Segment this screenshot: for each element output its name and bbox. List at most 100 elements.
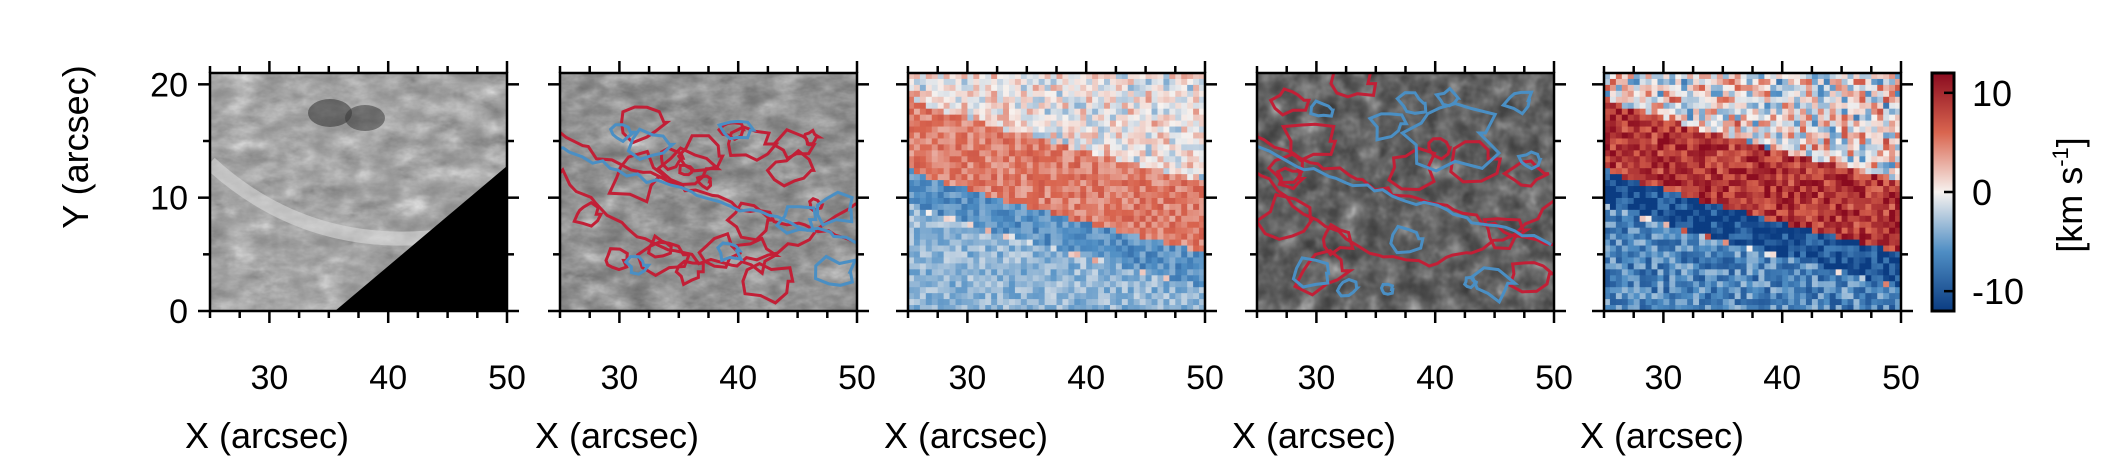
velocity-pixel: [1663, 239, 1670, 247]
velocity-pixel: [1794, 144, 1801, 151]
velocity-pixel: [1782, 84, 1789, 92]
velocity-pixel: [1032, 209, 1040, 217]
velocity-pixel: [919, 162, 927, 169]
velocity-pixel: [1003, 257, 1010, 264]
velocity-pixel: [1020, 239, 1028, 247]
velocity-pixel: [1151, 209, 1158, 217]
velocity-pixel: [1609, 275, 1617, 282]
velocity-pixel: [1693, 78, 1700, 86]
velocity-pixel: [1163, 120, 1170, 128]
velocity-pixel: [1764, 251, 1771, 258]
velocity-pixel: [1663, 174, 1670, 181]
velocity-pixel: [1794, 186, 1801, 193]
velocity-pixel: [1092, 90, 1099, 98]
velocity-pixel: [908, 108, 915, 116]
velocity-pixel: [1086, 138, 1093, 145]
velocity-pixel: [1014, 126, 1022, 133]
velocity-pixel: [949, 275, 957, 282]
velocity-pixel: [1609, 299, 1617, 306]
velocity-pixel: [1169, 150, 1176, 157]
velocity-pixel: [1687, 251, 1694, 258]
red-contour-arc: [560, 167, 857, 268]
velocity-pixel: [1817, 168, 1825, 175]
velocity-pixel: [1847, 144, 1854, 151]
velocity-pixel: [973, 251, 980, 258]
velocity-pixel: [1817, 233, 1825, 241]
x-tick-label: 50: [838, 359, 876, 397]
velocity-pixel: [1032, 293, 1040, 300]
velocity-pixel: [997, 215, 1004, 223]
velocity-pixel: [1003, 144, 1010, 151]
velocity-pixel: [1716, 144, 1724, 151]
velocity-pixel: [1811, 221, 1819, 229]
velocity-pixel: [1782, 96, 1789, 104]
velocity-pixel: [1776, 227, 1783, 235]
velocity-pixel: [908, 263, 915, 270]
velocity-pixel: [985, 150, 992, 157]
velocity-pixel: [1663, 96, 1670, 104]
velocity-pixel: [1651, 221, 1658, 229]
velocity-pixel: [925, 239, 933, 247]
velocity-pixel: [1098, 209, 1105, 217]
velocity-pixel: [1746, 73, 1753, 80]
velocity-pixel: [1026, 90, 1034, 98]
velocity-pixel: [949, 126, 957, 133]
velocity-pixel: [1710, 108, 1718, 116]
velocity-pixel: [1639, 215, 1647, 223]
velocity-pixel: [1026, 197, 1034, 205]
velocity-pixel: [1710, 150, 1718, 157]
velocity-pixel: [1841, 263, 1849, 270]
velocity-pixel: [1092, 144, 1099, 151]
velocity-pixel: [1151, 90, 1158, 98]
velocity-pixel: [1020, 78, 1028, 86]
velocity-pixel: [1859, 275, 1866, 282]
velocity-pixel: [1811, 209, 1819, 217]
velocity-pixel: [1853, 78, 1860, 86]
velocity-pixel: [1121, 215, 1129, 223]
velocity-pixel: [997, 192, 1004, 199]
velocity-pixel: [1163, 209, 1170, 217]
velocity-pixel: [1621, 114, 1629, 122]
velocity-pixel: [1633, 156, 1641, 163]
velocity-pixel: [1734, 108, 1742, 116]
velocity-pixel: [1098, 156, 1105, 163]
velocity-pixel: [1109, 186, 1117, 193]
velocity-pixel: [1675, 287, 1682, 294]
velocity-pixel: [1883, 293, 1890, 300]
velocity-pixel: [1687, 96, 1694, 104]
velocity-pixel: [1734, 263, 1742, 270]
velocity-pixel: [1770, 186, 1777, 193]
velocity-pixel: [979, 132, 986, 139]
velocity-pixel: [1080, 84, 1087, 92]
velocity-pixel: [1782, 108, 1789, 116]
velocity-pixel: [1026, 78, 1034, 86]
velocity-pixel: [1092, 73, 1099, 80]
velocity-pixel: [1847, 245, 1854, 252]
velocity-pixel: [1859, 245, 1866, 252]
velocity-pixel: [1853, 84, 1860, 92]
velocity-pixel: [1044, 162, 1052, 169]
velocity-pixel: [1157, 275, 1164, 282]
velocity-pixel: [1157, 180, 1164, 187]
velocity-pixel: [1187, 257, 1194, 264]
velocity-pixel: [1169, 162, 1176, 169]
velocity-pixel: [1181, 192, 1188, 199]
velocity-pixel: [931, 197, 939, 205]
velocity-pixel: [1752, 257, 1759, 264]
velocity-pixel: [1139, 275, 1147, 282]
velocity-pixel: [1026, 73, 1034, 80]
velocity-pixel: [1764, 287, 1771, 294]
velocity-pixel: [1003, 299, 1010, 306]
velocity-pixel: [1716, 108, 1724, 116]
velocity-pixel: [1764, 227, 1771, 235]
velocity-pixel: [913, 150, 921, 157]
velocity-pixel: [949, 144, 957, 151]
velocity-pixel: [1847, 150, 1854, 157]
velocity-pixel: [1074, 192, 1081, 199]
velocity-pixel: [1175, 263, 1182, 270]
velocity-pixel: [1865, 78, 1872, 86]
velocity-pixel: [1841, 96, 1849, 104]
velocity-pixel: [1782, 114, 1789, 122]
velocity-pixel: [943, 293, 951, 300]
velocity-pixel: [1758, 197, 1765, 205]
